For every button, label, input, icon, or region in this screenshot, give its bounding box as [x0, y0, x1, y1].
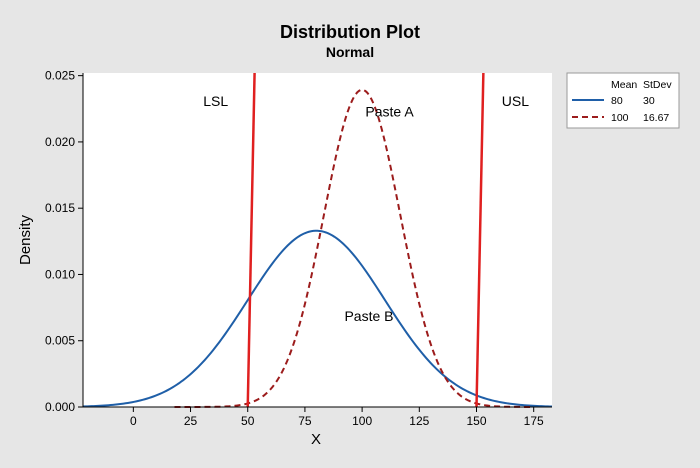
plot-area	[83, 73, 552, 407]
y-tick-label: 0.005	[45, 334, 75, 348]
legend-mean-1: 80	[611, 95, 623, 107]
x-tick-label: 75	[298, 414, 312, 428]
x-tick-label: 25	[184, 414, 198, 428]
y-tick-label: 0.010	[45, 267, 75, 281]
legend: Mean StDev 80 30 100 16.67	[566, 72, 680, 129]
y-tick-label: 0.015	[45, 201, 75, 215]
legend-header-mean: Mean	[611, 79, 637, 91]
annotation-paste-a: Paste A	[365, 104, 414, 120]
reference-line-usl	[475, 72, 485, 408]
legend-stdev-1: 30	[643, 95, 655, 107]
annotation-lsl: LSL	[203, 93, 228, 109]
legend-mean-2: 100	[611, 112, 629, 124]
x-tick-label: 50	[241, 414, 255, 428]
reference-lines-layer	[246, 72, 485, 408]
y-tick-label: 0.025	[45, 69, 75, 83]
x-tick-label: 0	[130, 414, 137, 428]
x-tick-label: 125	[409, 414, 429, 428]
x-tick-label: 100	[352, 414, 372, 428]
legend-stdev-2: 16.67	[643, 112, 669, 124]
series-curve-1	[82, 229, 553, 408]
x-ticks: 0 25 50 75 100 125 150 175	[130, 407, 544, 428]
annotation-usl: USL	[502, 93, 529, 109]
chart-subtitle: Normal	[326, 44, 374, 60]
annotation-paste-b: Paste B	[344, 308, 393, 324]
y-tick-label: 0.020	[45, 135, 75, 149]
legend-header-stdev: StDev	[643, 79, 672, 91]
x-tick-label: 175	[524, 414, 544, 428]
axes-layer	[82, 73, 552, 408]
chart-title: Distribution Plot	[280, 22, 420, 42]
curves-layer	[82, 88, 553, 408]
y-tick-label: 0.000	[45, 400, 75, 414]
x-axis-label: X	[311, 431, 321, 448]
reference-line-lsl	[246, 72, 256, 408]
y-ticks: 0.000 0.005 0.010 0.015 0.020 0.025	[45, 69, 83, 414]
annotations-layer: LSL Paste A USL Paste B	[203, 93, 529, 324]
y-axis-label: Density	[17, 214, 34, 265]
x-tick-label: 150	[466, 414, 486, 428]
